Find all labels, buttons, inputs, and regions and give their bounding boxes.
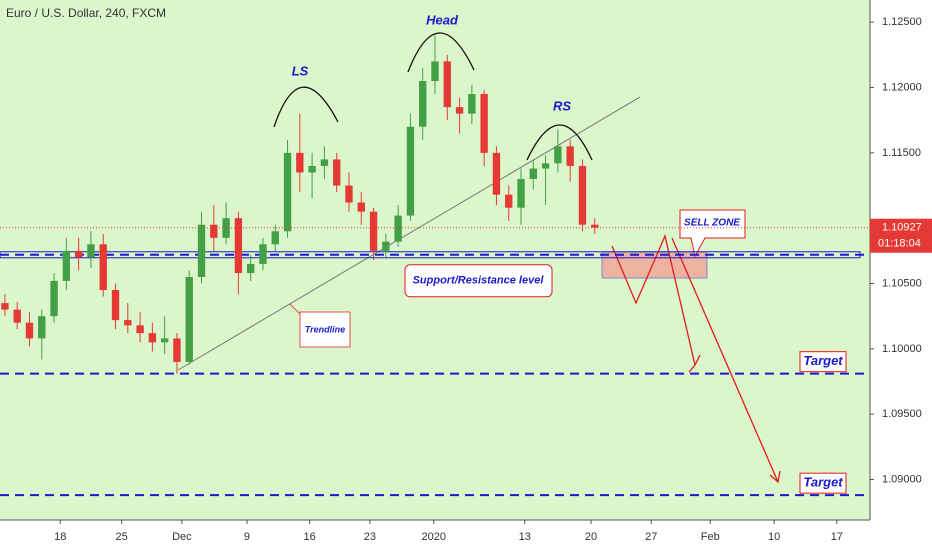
support-label: Support/Resistance level [413, 275, 545, 287]
axis-background [870, 0, 932, 550]
callout-box [289, 303, 351, 348]
pattern-label: LS [292, 63, 309, 78]
target-label: Target [803, 475, 843, 490]
candle-body [173, 338, 181, 362]
projection-arrow [611, 233, 696, 366]
x-tick-label: 18 [54, 531, 66, 543]
x-tick-label: 17 [831, 531, 843, 543]
candle-body [541, 163, 550, 169]
sell-zone [601, 251, 708, 279]
candle-body [517, 178, 525, 208]
y-tick-label: 1.09500 [882, 408, 922, 420]
candle-body [357, 202, 365, 212]
y-tick-label: 1.09000 [882, 473, 922, 485]
candle-body [210, 224, 218, 238]
projection-arrow [671, 237, 781, 484]
target-label: Target [803, 353, 843, 368]
x-tick-label: 20 [585, 531, 597, 543]
candle-body [124, 320, 132, 326]
candle-body [320, 159, 329, 166]
arrow-head [688, 354, 701, 373]
candle-body [283, 152, 292, 232]
candle-body [345, 185, 353, 203]
candle-body [492, 152, 501, 195]
x-tick-label: Feb [701, 531, 720, 543]
x-tick-label: 2020 [422, 531, 446, 543]
y-tick-label: 1.10500 [882, 277, 922, 289]
candle-body [222, 218, 230, 238]
candle-body [197, 224, 206, 277]
x-tick-label: 16 [304, 531, 316, 543]
candle-body [419, 81, 427, 127]
candle-body [99, 244, 107, 291]
candle-body [443, 61, 451, 108]
candle-body [111, 290, 120, 321]
candle-body [234, 218, 243, 274]
x-tick-label: Dec [172, 531, 192, 543]
candle-body [259, 244, 267, 264]
candle-body [566, 146, 574, 166]
candle-body [505, 194, 513, 208]
pattern-label: RS [553, 98, 571, 113]
chart-title: Euro / U.S. Dollar, 240, FXCM [6, 6, 166, 20]
candle-body [148, 333, 157, 343]
price-label-box [870, 218, 932, 253]
candle-body [136, 325, 144, 334]
candle-body [62, 250, 71, 281]
candle-body [529, 168, 537, 179]
candle-body [468, 94, 476, 114]
x-tick-label: 27 [645, 531, 657, 543]
candle-body [578, 165, 587, 225]
label-box [404, 264, 553, 298]
candle-body [160, 338, 169, 343]
countdown-label: 01:18:04 [878, 238, 921, 250]
x-tick-label: 13 [519, 531, 531, 543]
candle-body [369, 211, 378, 251]
annotations: Support/Resistance level Target Target [0, 32, 870, 497]
candle-body [87, 244, 95, 258]
trendline-label: Trendline [305, 324, 345, 334]
candle-body [246, 263, 255, 274]
x-tick-label: 23 [364, 531, 376, 543]
candle-body [554, 146, 562, 164]
sell-zone-label: SELL ZONE [684, 218, 740, 229]
label-box [799, 472, 847, 494]
candle-body [1, 303, 9, 310]
trendline [177, 96, 641, 371]
y-tick-label: 1.10000 [882, 343, 922, 355]
candle-body [50, 280, 58, 317]
candle-body [296, 152, 304, 173]
candle-body [406, 126, 415, 216]
shoulder-arc [526, 124, 593, 161]
x-tick-label: 25 [116, 531, 128, 543]
x-tick-label: 10 [768, 531, 780, 543]
x-tick-label: 9 [244, 531, 250, 543]
candle-body [25, 322, 34, 339]
candle-body [480, 94, 488, 153]
last-price-label: 1.10927 [882, 222, 922, 234]
candle-body [13, 309, 21, 323]
label-box [799, 351, 847, 373]
shoulder-arc [273, 86, 339, 128]
candle-body [333, 159, 341, 186]
candle-body [455, 107, 464, 114]
candle-body [308, 165, 316, 173]
callout-box [679, 209, 746, 258]
candle-body [431, 61, 439, 82]
y-tick-label: 1.11500 [882, 147, 921, 159]
axis-background [0, 520, 870, 550]
pattern-label: Head [426, 12, 459, 27]
candle-body [74, 250, 83, 258]
head-arc [407, 32, 475, 73]
candle-body [382, 241, 390, 251]
candle-body [394, 215, 402, 242]
candle-body [591, 224, 599, 228]
candle-body [185, 276, 193, 362]
y-tick-label: 1.12500 [882, 16, 922, 28]
y-tick-label: 1.12000 [882, 81, 922, 93]
candle-body [38, 316, 46, 339]
candle-body [271, 231, 279, 245]
